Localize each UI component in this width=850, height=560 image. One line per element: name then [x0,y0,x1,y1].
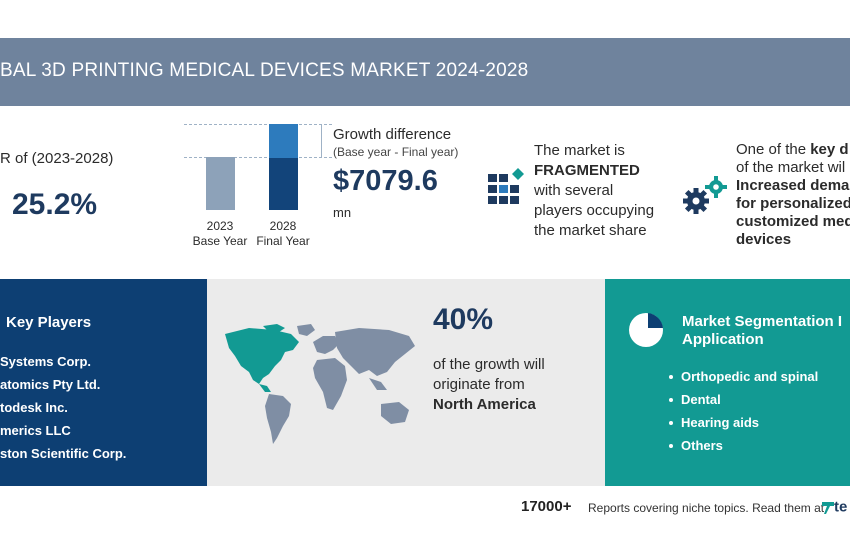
segmentation-heading: Market Segmentation I Application [682,313,842,349]
cagr-label: R of (2023-2028) [0,150,114,167]
market-line-1: The market is [534,142,625,159]
segment-label: Others [681,438,723,453]
base-year-number: 2023 [206,219,234,233]
gears-icon [683,176,727,214]
segment-label: Hearing aids [681,415,760,430]
segment-item: Hearing aids [669,414,759,432]
brand-logo-text: te [834,498,848,516]
key-player-item: Systems Corp. [0,354,92,369]
final-year-bar-base [269,158,298,210]
final-year-bar-growth [269,124,298,158]
segmentation-heading-line-2: Application [682,331,764,348]
key-player-item: atomics Pty Ltd. [0,377,101,392]
footer-report-count: 17000+ [521,498,572,515]
final-year-number: 2028 [269,219,297,233]
key-players-heading: Key Players [6,314,92,331]
bullet-icon [669,420,673,425]
growth-unit: mn [333,205,352,220]
segment-item: Dental [669,391,721,409]
region-text: of the growth will originate from North … [433,355,545,415]
market-line-3: with several [534,182,614,199]
driver-line-2: of the market wil [736,159,846,176]
key-player-item: todesk Inc. [0,400,68,415]
driver-line-1-bold: key d [810,141,849,158]
driver-line-5: customized med [736,213,850,230]
fragmented-blocks-icon [488,168,524,204]
guide-line-top [184,124,332,125]
driver-line-1: One of the key d [736,141,850,159]
growth-title: Growth difference [333,126,452,143]
regional-growth-panel: 40% of the growth will originate from No… [207,279,605,486]
pie-chart-icon [629,313,663,347]
brand-logo[interactable]: te [822,498,847,516]
key-player-item: ston Scientific Corp. [0,446,127,461]
base-year-name: Base Year [192,234,248,248]
growth-bracket [321,124,322,157]
segment-item: Orthopedic and spinal [669,368,818,386]
footer-text: Reports covering niche topics. Read them… [588,501,825,515]
segment-item: Others [669,437,723,455]
cagr-value: 25.2% [12,188,98,221]
growth-value: $7079.6 [333,165,438,197]
key-driver-text: One of the key d of the market wil Incre… [736,141,850,249]
region-line-1: of the growth will [433,356,545,373]
bullet-icon [669,443,673,448]
market-line-2: FRAGMENTED [534,162,640,179]
segmentation-heading-line-1: Market Segmentation I [682,313,843,330]
market-line-4: players occupying [534,202,655,219]
final-year-name: Final Year [256,234,310,248]
driver-line-4: for personalized [736,195,850,212]
driver-line-3: Increased dema [736,177,850,194]
segment-label: Orthopedic and spinal [681,369,819,384]
base-year-label: 2023 Base Year [185,219,255,249]
market-line-5: the market share [534,222,647,239]
base-year-bar [206,157,235,210]
region-line-3: North America [433,396,536,413]
bullet-icon [669,374,673,379]
driver-line-1-lead: One of the [736,141,811,158]
title-bar [0,38,850,106]
key-players-panel: Key Players Systems Corp. atomics Pty Lt… [0,279,207,486]
world-map-icon [225,324,415,444]
driver-line-6: devices [736,231,792,248]
final-year-label: 2028 Final Year [248,219,318,249]
region-line-2: originate from [433,376,525,393]
brand-logo-icon [822,501,834,514]
growth-subtitle: (Base year - Final year) [333,145,459,159]
region-percent: 40% [433,303,494,336]
key-player-item: merics LLC [0,423,71,438]
segmentation-panel: Market Segmentation I Application Orthop… [605,279,850,486]
page-title: BAL 3D PRINTING MEDICAL DEVICES MARKET 2… [0,60,529,81]
market-structure-text: The market is FRAGMENTED with several pl… [534,141,684,241]
guide-line-mid [184,157,332,158]
segment-label: Dental [681,392,721,407]
bullet-icon [669,397,673,402]
